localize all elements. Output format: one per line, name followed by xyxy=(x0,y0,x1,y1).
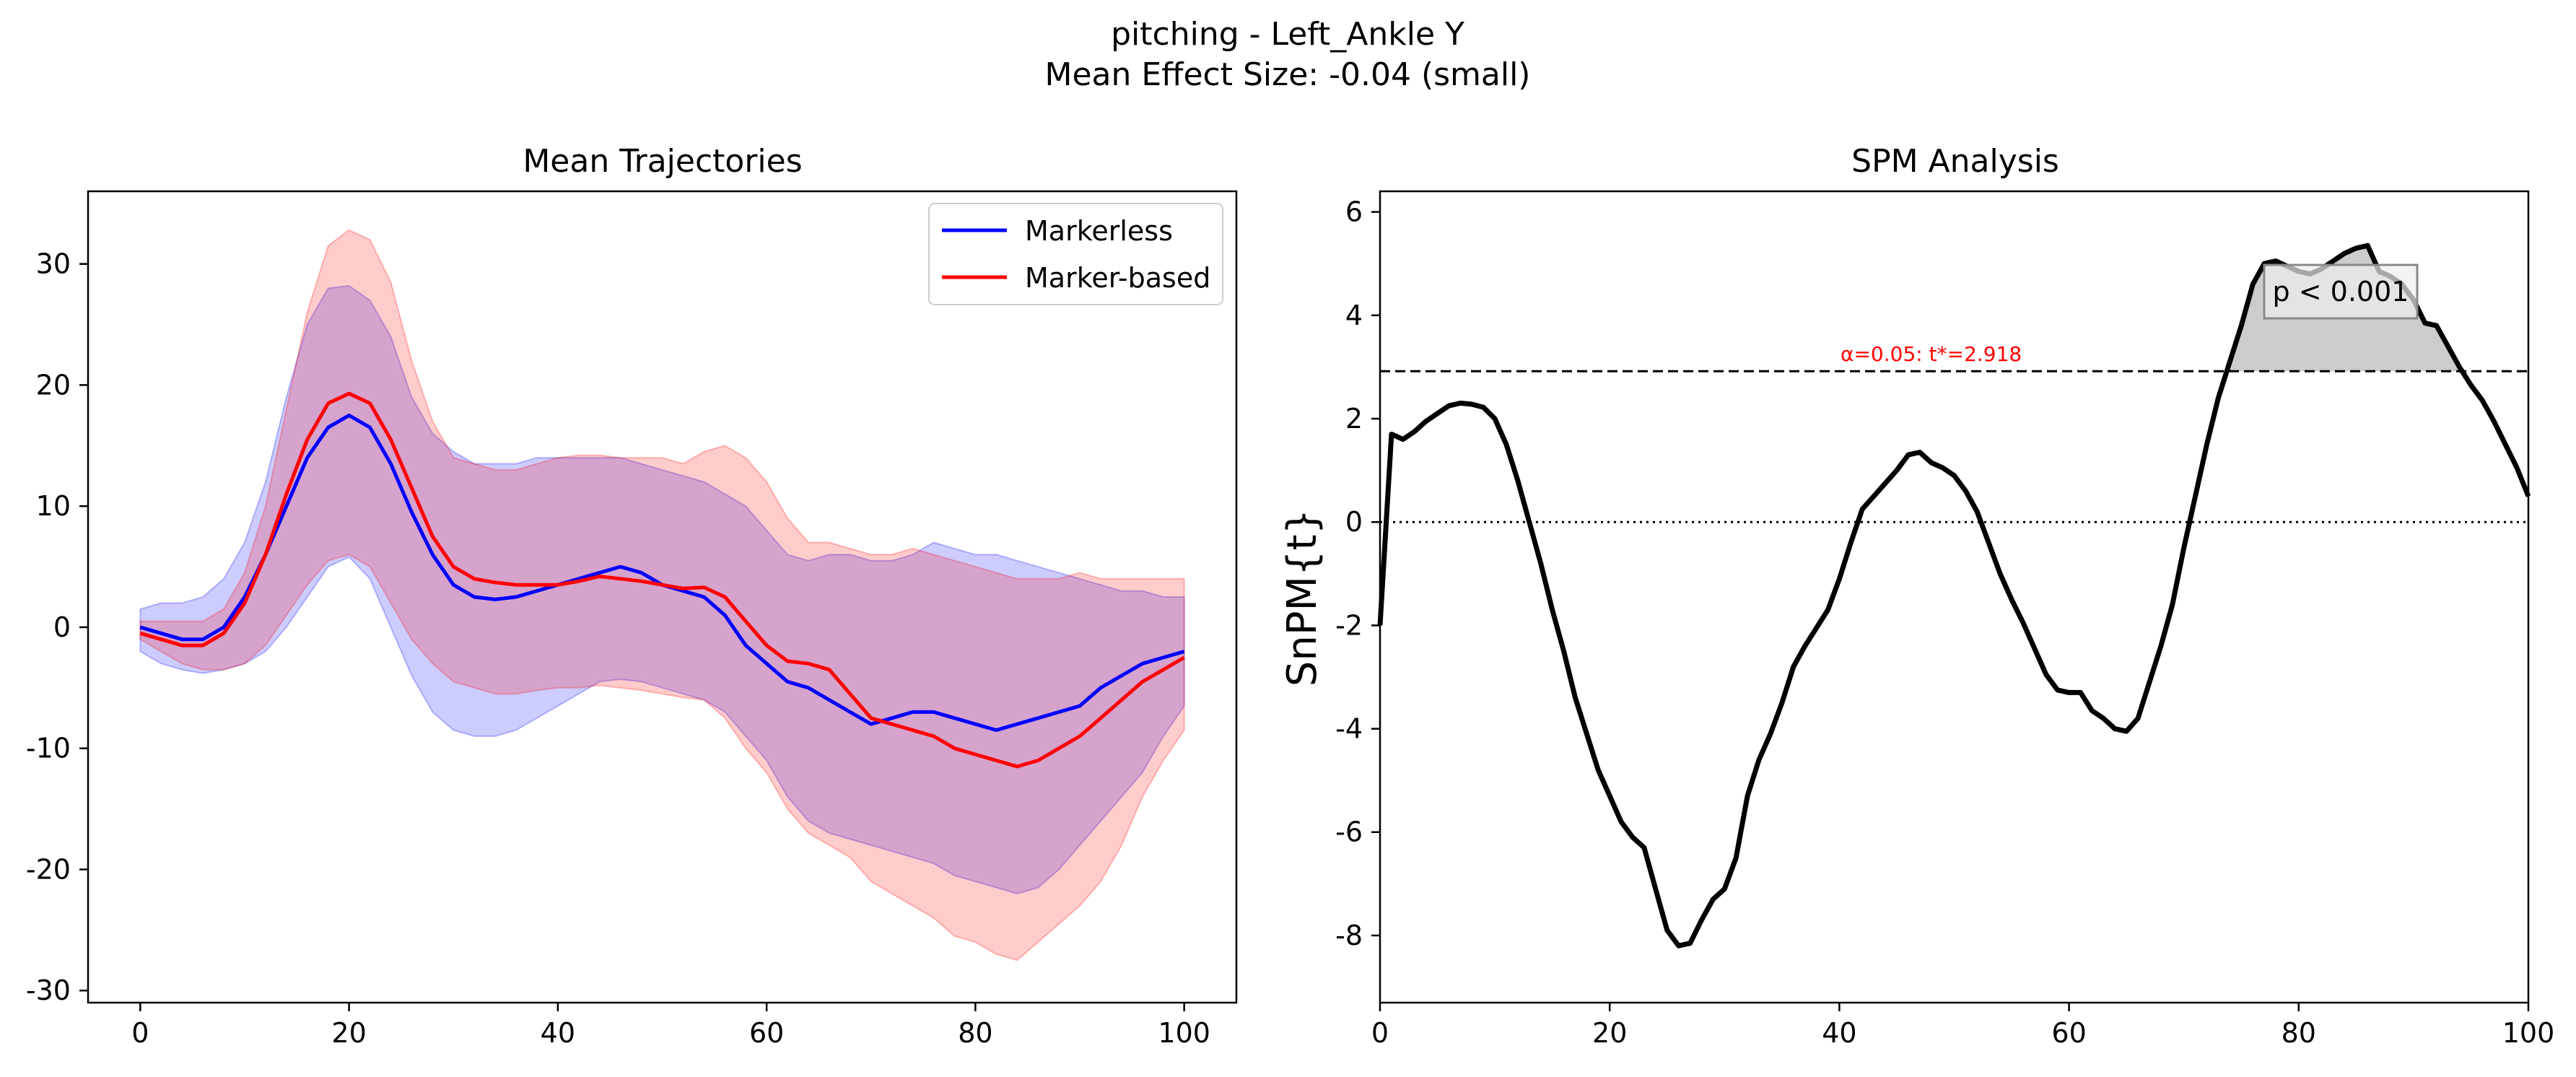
x-tick-label: 60 xyxy=(749,1017,784,1049)
y-tick-label: -8 xyxy=(1335,920,1363,951)
left-y-axis: -30 -20 -10 0 10 20 30 xyxy=(26,248,88,1006)
spm-t-curve xyxy=(1377,243,2531,949)
y-tick-label: -6 xyxy=(1335,816,1363,848)
left-x-axis: 0 20 40 60 80 100 xyxy=(131,1003,1210,1049)
cluster-p-label: p < 0.001 xyxy=(2273,276,2409,308)
x-tick-label: 60 xyxy=(2051,1017,2086,1049)
y-tick-label: 0 xyxy=(1345,506,1363,538)
y-tick-label: 4 xyxy=(1345,300,1363,331)
spm-curve xyxy=(1377,243,2531,949)
legend-markerless-label: Markerless xyxy=(1025,215,1173,247)
confidence-bands xyxy=(139,229,1185,962)
x-tick-label: 0 xyxy=(131,1017,149,1049)
y-tick-label: -4 xyxy=(1335,713,1363,745)
x-tick-label: 40 xyxy=(1822,1017,1856,1049)
x-tick-label: 20 xyxy=(1592,1017,1627,1049)
spm-analysis-panel: SPM Analysis SnPM{t} α=0.05: t*=2.918 p … xyxy=(1279,143,2554,1049)
right-panel-title: SPM Analysis xyxy=(1851,143,2059,180)
band-1 xyxy=(139,229,1185,962)
right-plot-frame xyxy=(1379,190,2530,1004)
y-tick-label: 6 xyxy=(1345,196,1363,228)
cluster-p-annotation: p < 0.001 xyxy=(2263,263,2419,320)
reference-lines xyxy=(1380,370,2528,523)
y-tick-label: 10 xyxy=(36,490,71,522)
left-plot-frame xyxy=(87,190,1238,1004)
y-tick-label: -30 xyxy=(26,974,71,1006)
x-tick-label: 40 xyxy=(541,1017,575,1049)
y-tick-label: -10 xyxy=(26,733,71,764)
y-tick-label: 30 xyxy=(36,248,71,280)
y-tick-label: -20 xyxy=(26,853,71,885)
cluster-p-box xyxy=(2263,263,2419,320)
mean-trajectories-panel: Mean Trajectories 0 20 40 60 80 100 -30-20-10… xyxy=(26,143,1238,1049)
mean-line-1 xyxy=(139,391,1185,769)
band-0 xyxy=(139,284,1185,895)
y-tick-label: 20 xyxy=(36,369,71,401)
x-tick-label: 80 xyxy=(2282,1017,2316,1049)
x-tick-label: 100 xyxy=(2502,1017,2555,1049)
x-tick-label: 0 xyxy=(1371,1017,1389,1049)
y-tick-label: 0 xyxy=(53,611,71,643)
right-x-axis: 0 20 40 60 80 100 xyxy=(1371,1003,2554,1049)
figure-title-line2: Mean Effect Size: -0.04 (small) xyxy=(1045,56,1531,93)
y-tick-label: 2 xyxy=(1345,403,1363,435)
x-tick-label: 100 xyxy=(1158,1017,1210,1049)
mean-lines xyxy=(139,391,1185,769)
figure-title-line1: pitching - Left_Ankle Y xyxy=(1111,16,1464,53)
y-tick-label: -2 xyxy=(1335,609,1363,641)
x-tick-label: 20 xyxy=(331,1017,366,1049)
x-tick-label: 80 xyxy=(958,1017,992,1049)
threshold-label: α=0.05: t*=2.918 xyxy=(1841,342,2022,366)
legend: Markerless Marker-based xyxy=(928,203,1223,305)
right-y-axis: -8 -6 -4 -2 0 2 4 6 xyxy=(1335,196,1380,951)
legend-marker-based-label: Marker-based xyxy=(1025,262,1210,294)
spm-y-axis-label: SnPM{t} xyxy=(1279,509,1326,686)
left-panel-title: Mean Trajectories xyxy=(523,143,802,180)
